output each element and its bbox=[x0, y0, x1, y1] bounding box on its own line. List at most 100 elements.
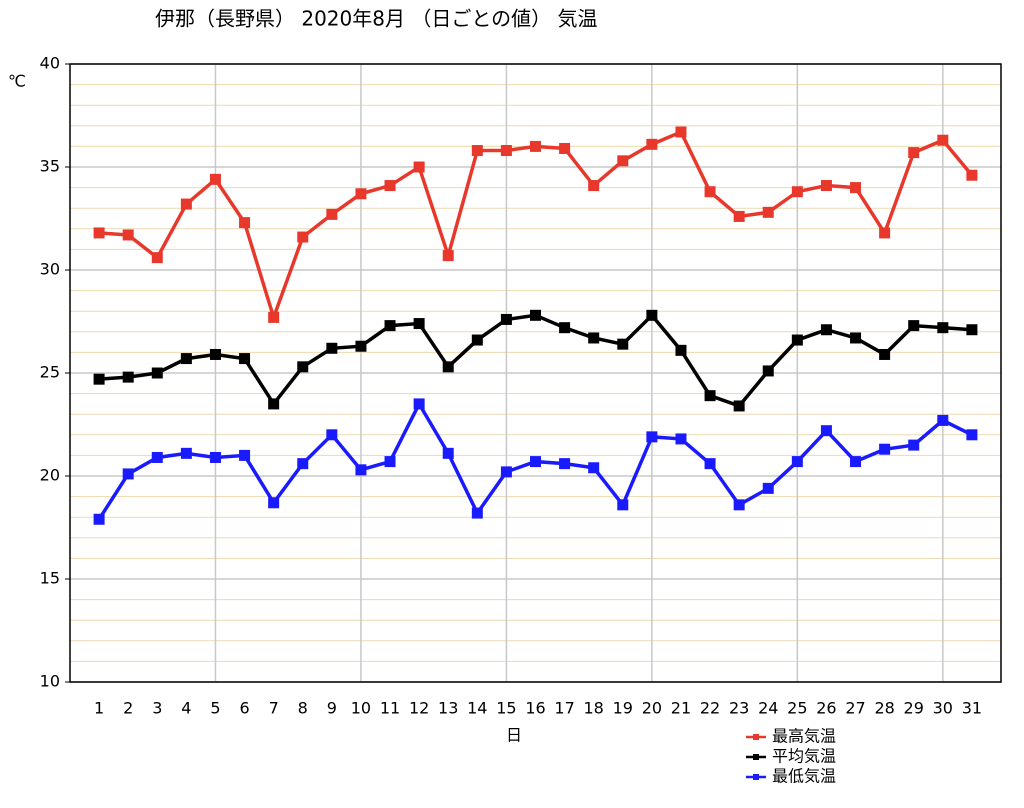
data-point bbox=[762, 365, 774, 377]
data-point bbox=[791, 186, 803, 198]
data-point bbox=[791, 456, 803, 468]
data-point bbox=[588, 462, 600, 474]
x-tick-label: 28 bbox=[874, 699, 894, 718]
data-point bbox=[850, 182, 862, 194]
x-tick-label: 9 bbox=[327, 699, 337, 718]
x-tick-label: 22 bbox=[700, 699, 720, 718]
data-point bbox=[500, 466, 512, 478]
data-point bbox=[297, 231, 309, 243]
x-tick-label: 12 bbox=[409, 699, 429, 718]
data-point bbox=[675, 126, 687, 138]
data-point bbox=[966, 324, 978, 336]
data-point bbox=[209, 348, 221, 360]
data-point bbox=[326, 429, 338, 441]
data-point bbox=[879, 443, 891, 455]
y-tick-label: 35 bbox=[40, 157, 60, 176]
legend-label: 最高気温 bbox=[772, 727, 836, 746]
data-point bbox=[442, 361, 454, 373]
data-point bbox=[530, 140, 541, 152]
x-tick-label: 18 bbox=[584, 699, 604, 718]
data-point bbox=[908, 439, 920, 451]
data-point bbox=[879, 348, 891, 360]
data-point bbox=[733, 210, 745, 222]
data-point bbox=[500, 313, 512, 325]
legend-marker bbox=[753, 774, 759, 780]
data-point bbox=[704, 390, 716, 402]
y-tick-label: 10 bbox=[40, 672, 60, 691]
data-point bbox=[180, 447, 192, 459]
data-point bbox=[209, 451, 221, 463]
data-point bbox=[297, 361, 309, 373]
data-point bbox=[704, 458, 716, 470]
data-point bbox=[733, 400, 745, 412]
data-point bbox=[151, 451, 163, 463]
data-point bbox=[268, 497, 280, 509]
data-point bbox=[530, 456, 541, 468]
x-tick-label: 14 bbox=[467, 699, 487, 718]
x-tick-label: 13 bbox=[438, 699, 458, 718]
x-tick-label: 26 bbox=[816, 699, 836, 718]
data-point bbox=[93, 513, 105, 525]
data-point bbox=[413, 161, 425, 173]
data-point bbox=[500, 145, 512, 157]
data-point bbox=[239, 217, 251, 229]
y-tick-label: 15 bbox=[40, 569, 60, 588]
data-point bbox=[239, 449, 251, 461]
data-point bbox=[617, 499, 629, 511]
data-point bbox=[908, 320, 920, 332]
data-point bbox=[93, 227, 105, 239]
legend-label: 平均気温 bbox=[772, 747, 836, 766]
chart-title: 伊那（長野県） 2020年8月 （日ごとの値） 気温 bbox=[155, 7, 598, 31]
x-tick-label: 31 bbox=[962, 699, 982, 718]
x-tick-label: 16 bbox=[525, 699, 545, 718]
y-tick-label: 30 bbox=[40, 260, 60, 279]
y-tick-label: 40 bbox=[40, 54, 60, 73]
data-point bbox=[850, 332, 862, 344]
legend-label: 最低気温 bbox=[772, 767, 836, 786]
x-tick-label: 23 bbox=[729, 699, 749, 718]
x-tick-label: 1 bbox=[94, 699, 104, 718]
data-point bbox=[908, 147, 920, 159]
data-point bbox=[646, 431, 658, 443]
data-point bbox=[384, 180, 396, 192]
x-tick-label: 3 bbox=[152, 699, 162, 718]
data-point bbox=[820, 180, 832, 192]
data-point bbox=[355, 464, 367, 476]
data-point bbox=[471, 507, 483, 519]
data-point bbox=[442, 250, 454, 262]
x-tick-label: 25 bbox=[787, 699, 807, 718]
data-point bbox=[180, 198, 192, 210]
y-tick-label: 25 bbox=[40, 363, 60, 382]
legend-marker bbox=[753, 734, 759, 740]
data-point bbox=[384, 456, 396, 468]
x-tick-label: 30 bbox=[933, 699, 953, 718]
data-point bbox=[675, 344, 687, 356]
data-point bbox=[966, 429, 978, 441]
data-point bbox=[209, 173, 221, 185]
x-tick-label: 6 bbox=[239, 699, 249, 718]
data-point bbox=[559, 322, 571, 334]
x-tick-label: 7 bbox=[269, 699, 279, 718]
data-point bbox=[471, 145, 483, 157]
x-tick-label: 2 bbox=[123, 699, 133, 718]
data-point bbox=[791, 334, 803, 346]
data-point bbox=[268, 398, 280, 410]
data-point bbox=[239, 353, 251, 365]
legend-marker bbox=[753, 754, 759, 760]
data-point bbox=[937, 414, 949, 426]
data-point bbox=[733, 499, 745, 511]
data-point bbox=[122, 371, 134, 383]
data-point bbox=[326, 342, 338, 354]
data-point bbox=[559, 458, 571, 470]
data-point bbox=[937, 134, 949, 146]
data-point bbox=[442, 447, 454, 459]
data-point bbox=[180, 353, 192, 365]
data-point bbox=[879, 227, 891, 239]
data-point bbox=[355, 188, 367, 200]
data-point bbox=[413, 398, 425, 410]
x-tick-label: 5 bbox=[210, 699, 220, 718]
x-tick-label: 15 bbox=[496, 699, 516, 718]
data-point bbox=[413, 318, 425, 330]
data-point bbox=[820, 324, 832, 336]
data-point bbox=[850, 456, 862, 468]
